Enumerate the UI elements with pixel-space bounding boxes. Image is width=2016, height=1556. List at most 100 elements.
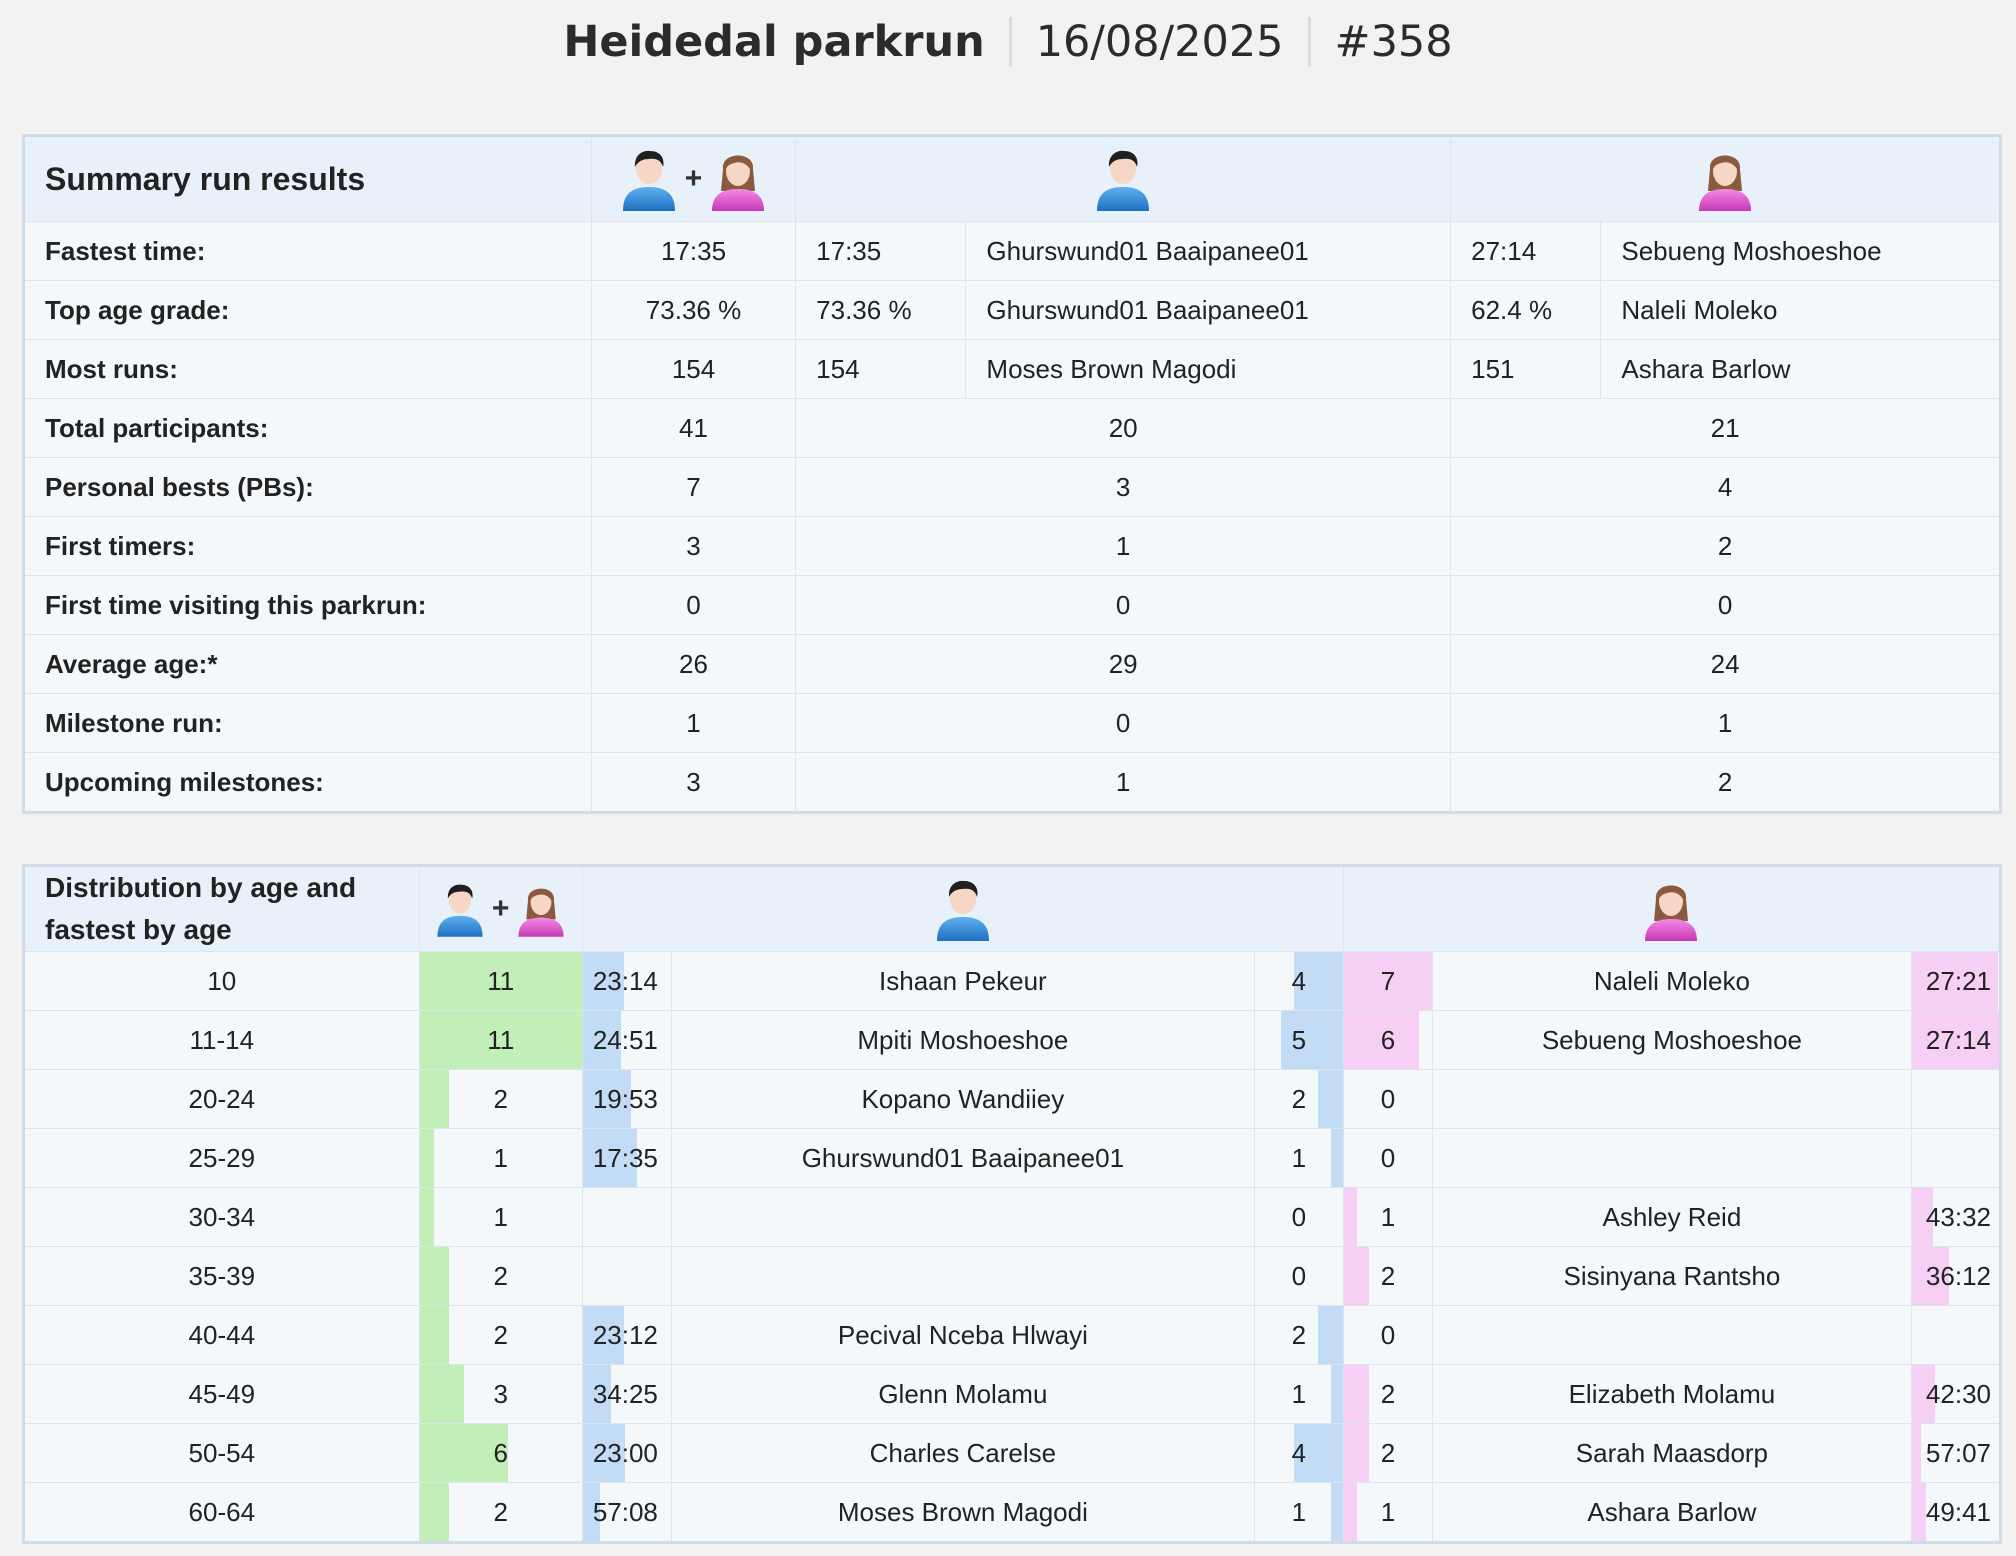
- female-fastest-name[interactable]: Sisinyana Rantsho: [1432, 1246, 1912, 1306]
- male-value: 1: [795, 752, 1452, 813]
- male-runner-name[interactable]: Ghurswund01 Baaipanee01: [965, 280, 1452, 340]
- male-count-text: 4: [1291, 965, 1307, 996]
- male-count: 0: [1253, 1246, 1344, 1306]
- male-count-text: 0: [1291, 1260, 1307, 1291]
- summary-row: Average age:* 26 29 24: [23, 634, 2001, 694]
- male-count-bar: [1330, 1129, 1343, 1187]
- female-fastest-time: 57:07: [1910, 1423, 2002, 1483]
- female-fastest-time-bar: [1911, 1247, 1949, 1305]
- female-count-text: 2: [1380, 1260, 1396, 1291]
- male-fastest-time-bar: [582, 1424, 625, 1482]
- male-fastest-name: [670, 1246, 1255, 1306]
- male-count: 4: [1253, 1423, 1344, 1483]
- male-fastest-name[interactable]: Ishaan Pekeur: [670, 951, 1255, 1011]
- female-fastest-name[interactable]: Ashley Reid: [1432, 1187, 1912, 1247]
- summary-header-row: Summary run results +: [23, 135, 2001, 222]
- female-fastest-time-text: 49:41: [1925, 1496, 1991, 1527]
- summary-row: Total participants: 41 20 21: [23, 398, 2001, 458]
- female-count-text: 6: [1380, 1024, 1396, 1055]
- male-count: 2: [1253, 1305, 1344, 1365]
- male-fastest-time: 17:35: [581, 1128, 672, 1188]
- female-count: 7: [1342, 951, 1434, 1011]
- female-count-text: 0: [1380, 1083, 1396, 1114]
- female-fastest-time: 49:41: [1910, 1482, 2002, 1543]
- male-fastest-time: 19:53: [581, 1069, 672, 1129]
- male-fastest-name[interactable]: Ghurswund01 Baaipanee01: [670, 1128, 1255, 1188]
- total-count-text: 2: [493, 1260, 508, 1291]
- distribution-title-line-1: Distribution by age and: [45, 872, 357, 903]
- female-fastest-name[interactable]: Naleli Moleko: [1432, 951, 1912, 1011]
- female-count-text: 0: [1380, 1319, 1396, 1350]
- row-label: Upcoming milestones:: [23, 752, 592, 813]
- summary-row: Most runs: 154 154 Moses Brown Magodi 151 Ash…: [23, 339, 2001, 399]
- female-fastest-name[interactable]: Ashara Barlow: [1432, 1482, 1912, 1543]
- header-divider: [1008, 17, 1012, 67]
- male-count-text: 2: [1291, 1319, 1307, 1350]
- female-fastest-name[interactable]: Sarah Maasdorp: [1432, 1423, 1912, 1483]
- female-fastest-time-text: 43:32: [1925, 1201, 1991, 1232]
- all-value: 26: [590, 634, 797, 694]
- male-fastest-name[interactable]: Moses Brown Magodi: [670, 1482, 1255, 1543]
- male-runner-name[interactable]: Ghurswund01 Baaipanee01: [965, 221, 1452, 281]
- event-name[interactable]: Heidedal parkrun: [563, 17, 985, 67]
- female-fastest-time-bar: [1911, 1483, 1927, 1541]
- female-value: 2: [1450, 516, 2001, 576]
- male-count: 1: [1253, 1482, 1344, 1543]
- age-group-row: 11-14 11 24:51 Mpiti Moshoeshoe 5 6 Sebueng Mo…: [23, 1010, 2002, 1070]
- row-label: Fastest time:: [23, 221, 592, 281]
- male-fastest-time-bar: [582, 1011, 622, 1069]
- male-count-text: 0: [1291, 1201, 1307, 1232]
- male-count-text: 1: [1291, 1496, 1307, 1527]
- total-count-text: 11: [487, 1024, 515, 1055]
- male-runner-name[interactable]: Moses Brown Magodi: [965, 339, 1452, 399]
- female-fastest-time-text: 27:14: [1925, 1024, 1991, 1055]
- female-count-bar: [1343, 952, 1433, 1010]
- male-fastest-name[interactable]: Pecival Nceba Hlwayi: [670, 1305, 1255, 1365]
- male-fastest-time-text: 23:14: [592, 965, 658, 996]
- summary-row: Upcoming milestones: 3 1 2: [23, 752, 2001, 813]
- male-fastest-name[interactable]: Charles Carelse: [670, 1423, 1255, 1483]
- all-value: 3: [590, 752, 797, 813]
- summary-row: Top age grade: 73.36 % 73.36 % Ghurswund01 …: [23, 280, 2001, 340]
- all-value: 1: [590, 693, 797, 753]
- male-fastest-time-text: 19:53: [592, 1083, 658, 1114]
- female-fastest-time-bar: [1911, 1424, 1922, 1482]
- female-runner-icon: [515, 880, 567, 938]
- all-value: 41: [590, 398, 797, 458]
- plus-sign: +: [684, 162, 703, 195]
- female-fastest-name[interactable]: Elizabeth Molamu: [1432, 1364, 1912, 1424]
- male-fastest-name[interactable]: Glenn Molamu: [670, 1364, 1255, 1424]
- male-value: 20: [795, 398, 1452, 458]
- male-fastest-time-bar: [582, 1129, 638, 1187]
- all-runners-header: +: [418, 865, 583, 952]
- male-count: 4: [1253, 951, 1344, 1011]
- male-fastest-name[interactable]: Kopano Wandiiey: [670, 1069, 1255, 1129]
- total-count-text: 6: [493, 1437, 508, 1468]
- female-value: 27:14: [1450, 221, 1602, 281]
- female-fastest-time: [1910, 1128, 2002, 1188]
- female-count-bar: [1343, 1424, 1370, 1482]
- male-fastest-name: [670, 1187, 1255, 1247]
- run-number: #358: [1334, 17, 1453, 67]
- female-fastest-name[interactable]: Sebueng Moshoeshoe: [1432, 1010, 1912, 1070]
- female-count: 2: [1342, 1364, 1434, 1424]
- distribution-title: Distribution by age and fastest by age: [23, 865, 420, 952]
- female-count-bar: [1343, 1188, 1357, 1246]
- female-runner-name[interactable]: Naleli Moleko: [1600, 280, 2001, 340]
- male-fastest-name[interactable]: Mpiti Moshoeshoe: [670, 1010, 1255, 1070]
- male-count: 2: [1253, 1069, 1344, 1129]
- age-group-row: 25-29 1 17:35 Ghurswund01 Baaipanee01 1 0: [23, 1128, 2002, 1188]
- age-group: 10: [23, 951, 420, 1011]
- total-count: 11: [418, 1010, 583, 1070]
- female-runner-name[interactable]: Sebueng Moshoeshoe: [1600, 221, 2001, 281]
- female-count-bar: [1343, 1365, 1370, 1423]
- total-count: 2: [418, 1305, 583, 1365]
- female-count-text: 2: [1380, 1437, 1396, 1468]
- female-count: 6: [1342, 1010, 1434, 1070]
- total-count-bar: [419, 1247, 450, 1305]
- female-count-bar: [1343, 1483, 1357, 1541]
- female-fastest-name: [1432, 1069, 1912, 1129]
- total-count: 2: [418, 1069, 583, 1129]
- female-runner-name[interactable]: Ashara Barlow: [1600, 339, 2001, 399]
- row-label: Personal bests (PBs):: [23, 457, 592, 517]
